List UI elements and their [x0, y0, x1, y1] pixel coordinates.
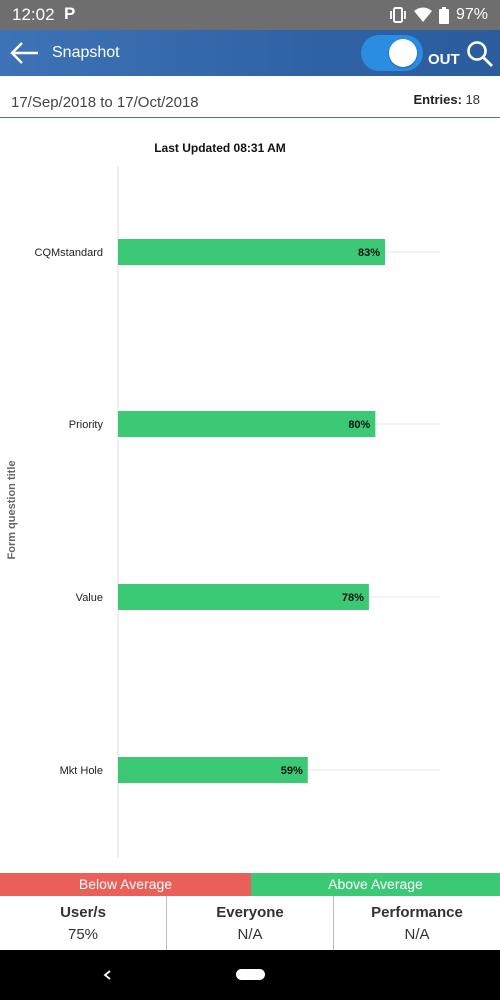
stat-performance: Performance N/A: [334, 896, 500, 950]
category-label: Value: [76, 592, 103, 604]
stat-label: Everyone: [216, 904, 284, 921]
category-label: CQMstandard: [35, 247, 103, 259]
page-title: Snapshot: [52, 44, 120, 61]
entries-value: 18: [465, 92, 480, 107]
toggle-knob: [389, 39, 417, 67]
system-nav-bar: [0, 950, 500, 1000]
bar: [118, 411, 376, 437]
legend-below-average: Below Average: [0, 873, 251, 896]
search-icon[interactable]: [466, 40, 494, 68]
bar-value-label: 80%: [348, 419, 370, 431]
bar: [118, 239, 385, 265]
stat-value: N/A: [237, 926, 263, 943]
status-bar: 12:02 P 97%: [0, 0, 500, 30]
y-axis-title: Form question title: [6, 461, 18, 560]
back-arrow-icon[interactable]: [8, 38, 42, 68]
stats-row: User/s 75% Everyone N/A Performance N/A: [0, 896, 500, 950]
entries-label: Entries:: [413, 92, 462, 107]
date-range[interactable]: 17/Sep/2018 to 17/Oct/2018: [11, 94, 199, 111]
category-label: Mkt Hole: [60, 765, 103, 777]
bar-value-label: 78%: [342, 592, 364, 604]
nav-back-icon[interactable]: [100, 964, 114, 986]
legend: Below Average Above Average: [0, 873, 500, 896]
chart-svg: Form question title CQMstandard 83% Priorit…: [6, 166, 440, 858]
bar: [118, 584, 369, 610]
category-label: Priority: [69, 419, 104, 431]
notification-p-icon: P: [64, 4, 76, 23]
in-out-toggle[interactable]: [361, 35, 423, 71]
status-icons: 97%: [389, 4, 488, 26]
chart-title: Last Updated 08:31 AM: [154, 141, 286, 155]
bar-chart: Last Updated 08:31 AM Form question titl…: [0, 118, 500, 873]
stat-users: User/s 75%: [0, 896, 167, 950]
stat-everyone: Everyone N/A: [167, 896, 334, 950]
stat-value: 75%: [67, 926, 99, 943]
toggle-label: OUT: [428, 51, 460, 68]
entries-count: Entries: 18: [414, 92, 481, 107]
bar: [118, 757, 308, 783]
status-time: 12:02: [12, 5, 55, 24]
bar-value-label: 59%: [281, 765, 303, 777]
stat-label: Performance: [371, 904, 463, 921]
stat-value: N/A: [404, 926, 430, 943]
date-range-row[interactable]: 17/Sep/2018 to 17/Oct/2018 Entries: 18: [0, 76, 500, 118]
battery-percent: 97%: [455, 6, 488, 23]
vibrate-icon: [390, 7, 406, 23]
legend-above-average: Above Average: [251, 873, 500, 896]
bar-value-label: 83%: [358, 247, 380, 259]
nav-home-pill[interactable]: [236, 969, 265, 980]
app-bar: Snapshot OUT: [0, 30, 500, 76]
stat-label: User/s: [60, 904, 106, 921]
wifi-icon: [413, 7, 432, 22]
battery-icon: [438, 6, 449, 24]
